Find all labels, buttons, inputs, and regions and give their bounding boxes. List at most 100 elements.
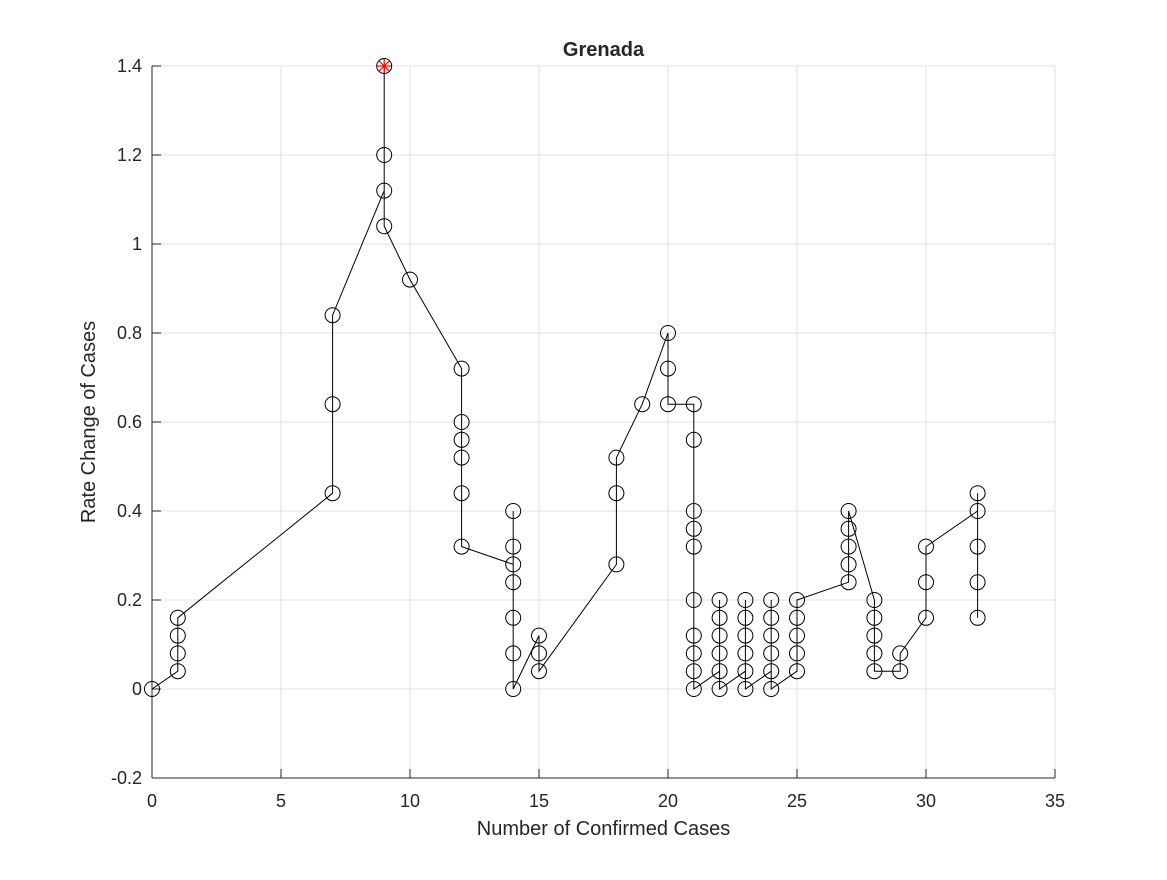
data-point <box>737 609 754 626</box>
data-point <box>866 663 883 680</box>
data-point <box>531 663 547 680</box>
data-point <box>453 414 470 430</box>
y-tick-label: 1.2 <box>117 145 142 165</box>
data-point <box>840 556 857 573</box>
data-point <box>763 645 780 662</box>
y-tick-label: -0.2 <box>111 768 142 788</box>
data-point <box>969 485 986 502</box>
data-point <box>169 663 186 680</box>
data-point <box>789 663 805 680</box>
data-point <box>789 592 805 608</box>
data-point <box>505 681 522 697</box>
data-point <box>918 609 934 626</box>
data-point <box>324 485 341 502</box>
highlight-stroke <box>378 60 390 72</box>
y-tick-label: 0 <box>132 679 142 699</box>
x-tick-label: 20 <box>658 791 678 811</box>
series-line <box>151 66 979 690</box>
data-point <box>711 592 728 608</box>
data-point <box>763 663 780 680</box>
data-point <box>866 609 883 626</box>
data-point <box>918 574 934 591</box>
data-point <box>505 538 522 555</box>
data-point <box>685 645 702 662</box>
grid-lines <box>151 65 1056 779</box>
data-series <box>144 58 986 697</box>
data-point <box>737 681 754 697</box>
data-point <box>892 663 909 680</box>
axes: 0 5 10 15 20 25 30 35-0.200.20.40.60.811.21.4 <box>111 56 1065 811</box>
x-tick-label: 30 <box>916 791 936 811</box>
data-point <box>711 609 728 626</box>
data-point <box>969 503 986 519</box>
data-point <box>660 360 676 377</box>
data-point <box>866 627 883 644</box>
x-tick-label: 5 <box>276 791 286 811</box>
data-point <box>711 627 728 644</box>
data-point <box>840 538 857 555</box>
data-point <box>685 681 702 697</box>
highlight-marker <box>377 59 392 73</box>
data-point <box>660 396 676 413</box>
data-point <box>505 503 522 519</box>
data-point <box>685 431 702 448</box>
data-point <box>531 645 547 662</box>
data-point <box>453 485 470 502</box>
data-point <box>685 592 702 608</box>
data-point <box>789 627 805 644</box>
data-point <box>324 307 341 324</box>
x-tick-label: 10 <box>400 791 420 811</box>
data-point <box>608 556 625 573</box>
y-tick-label: 1 <box>132 234 142 254</box>
x-tick-label: 15 <box>529 791 549 811</box>
x-tick-label: 0 <box>147 791 157 811</box>
data-point <box>376 182 393 199</box>
y-tick-label: 0.4 <box>117 501 142 521</box>
data-point <box>376 218 393 235</box>
data-point <box>789 609 805 626</box>
data-point <box>531 627 547 644</box>
y-tick-label: 0.2 <box>117 590 142 610</box>
data-point <box>453 449 470 466</box>
data-point <box>763 609 780 626</box>
data-point <box>711 681 728 697</box>
data-point <box>969 538 986 555</box>
y-tick-label: 0.6 <box>117 412 142 432</box>
data-point <box>608 449 625 466</box>
data-point <box>918 538 934 555</box>
data-point <box>402 271 418 288</box>
data-point <box>685 503 702 519</box>
data-point <box>634 396 651 413</box>
data-point <box>892 645 909 662</box>
data-point <box>840 520 857 537</box>
data-point <box>169 627 186 644</box>
data-point <box>969 609 986 626</box>
data-point <box>505 609 522 626</box>
data-point <box>660 325 676 341</box>
y-tick-label: 0.8 <box>117 323 142 343</box>
x-axis-label: Number of Confirmed Cases <box>477 818 730 840</box>
data-point <box>866 645 883 662</box>
data-point <box>866 592 883 608</box>
chart-title: Grenada <box>563 39 645 61</box>
data-point <box>789 645 805 662</box>
data-point <box>169 609 186 626</box>
data-point <box>685 520 702 537</box>
data-point <box>453 431 470 448</box>
x-tick-label: 25 <box>787 791 807 811</box>
data-point <box>711 645 728 662</box>
y-axis-label: Rate Change of Cases <box>78 321 100 523</box>
x-tick-label: 35 <box>1045 791 1065 811</box>
data-point <box>763 681 780 697</box>
data-point <box>763 592 780 608</box>
data-point <box>840 574 857 591</box>
data-point <box>840 503 857 519</box>
data-point <box>505 574 522 591</box>
data-point <box>453 538 470 555</box>
data-point <box>324 396 341 413</box>
data-point <box>969 574 986 591</box>
data-point <box>763 627 780 644</box>
data-point <box>505 556 522 573</box>
